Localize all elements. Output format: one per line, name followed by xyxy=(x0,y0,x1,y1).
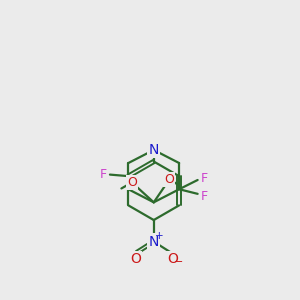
Text: N: N xyxy=(148,235,159,249)
Text: −: − xyxy=(174,257,183,267)
Text: O: O xyxy=(167,252,178,266)
Text: O: O xyxy=(164,173,174,186)
Text: O: O xyxy=(130,252,141,266)
Text: F: F xyxy=(99,168,106,181)
Text: N: N xyxy=(148,143,159,157)
Text: +: + xyxy=(155,231,164,241)
Text: F: F xyxy=(201,190,208,203)
Text: O: O xyxy=(127,176,137,189)
Text: F: F xyxy=(201,172,208,185)
